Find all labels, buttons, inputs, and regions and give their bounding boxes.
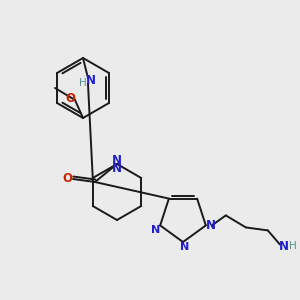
Text: H: H <box>79 78 87 88</box>
Text: N: N <box>206 219 216 232</box>
Text: O: O <box>65 92 75 104</box>
Text: N: N <box>180 242 190 252</box>
Text: N: N <box>112 161 122 175</box>
Text: N: N <box>151 225 160 236</box>
Text: N: N <box>86 74 96 88</box>
Text: O: O <box>62 172 72 185</box>
Text: H: H <box>289 242 297 251</box>
Text: N: N <box>112 154 122 167</box>
Text: N: N <box>279 240 289 253</box>
